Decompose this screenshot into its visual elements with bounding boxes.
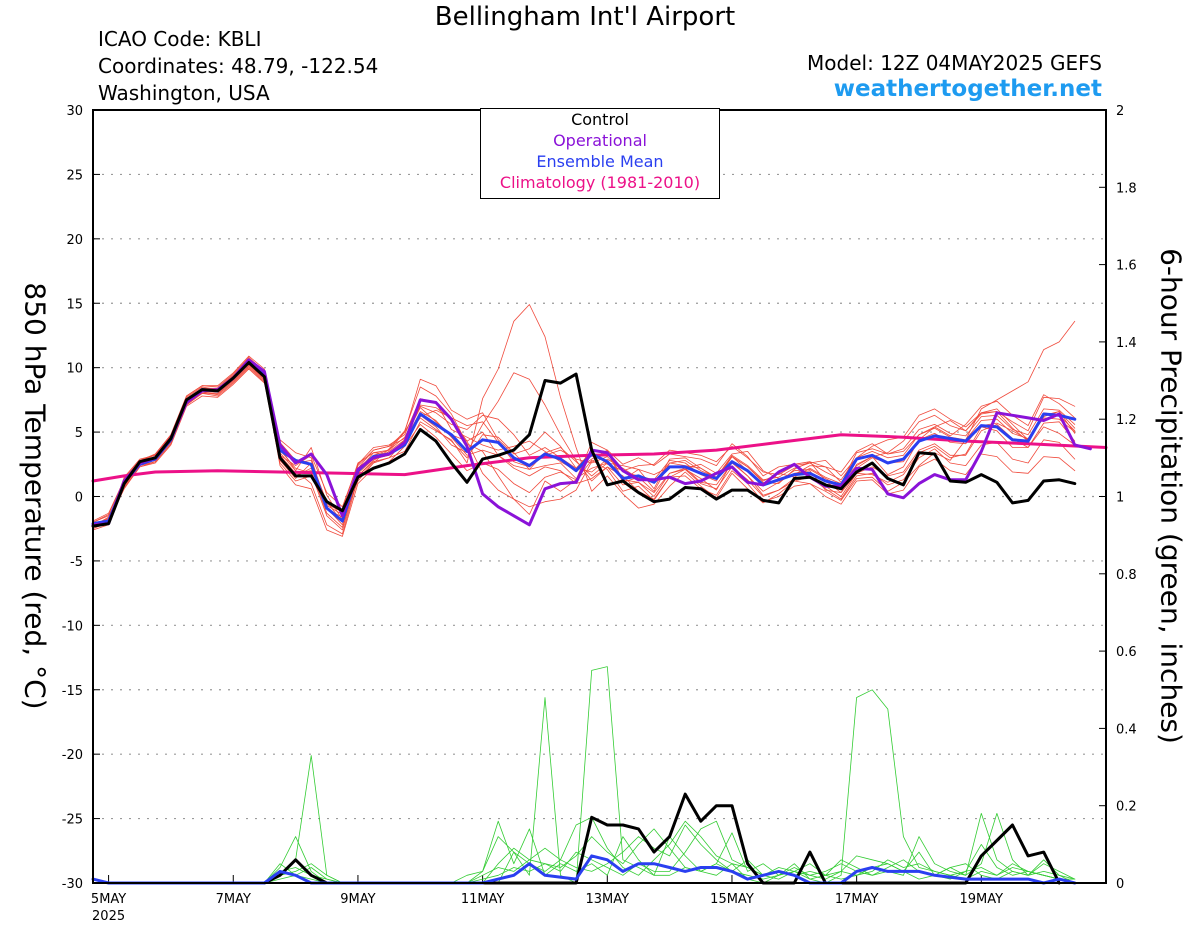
y-tick-label: 25 xyxy=(66,168,83,183)
y-tick-label: -15 xyxy=(62,684,83,699)
x-tick-sublabel: 2025 xyxy=(92,909,125,924)
chart-title: Bellingham Int'l Airport xyxy=(434,2,736,32)
member-temperature-line xyxy=(92,360,1076,523)
y2-tick-label: 1 xyxy=(1116,491,1124,506)
y2-tick-label: 1.4 xyxy=(1116,336,1137,351)
y-tick-label: 30 xyxy=(66,104,83,119)
icao-code: ICAO Code: KBLI xyxy=(98,27,262,51)
y-tick-label: 5 xyxy=(75,426,83,441)
legend-control: Control xyxy=(571,110,629,129)
temperature-climatology-line xyxy=(91,433,1108,483)
y2-tick-label: 0 xyxy=(1116,877,1124,892)
y2-tick-label: 0.4 xyxy=(1116,722,1137,737)
y2-tick-label: 1.6 xyxy=(1116,259,1137,274)
y-tick-label: -5 xyxy=(70,555,83,570)
y-tick-label: 15 xyxy=(66,297,83,312)
x-tick-label: 5MAY xyxy=(91,892,126,907)
x-tick-label: 13MAY xyxy=(585,892,629,907)
member-temperature-line xyxy=(92,365,1076,528)
y-tick-label: -25 xyxy=(62,813,83,828)
y2-tick-label: 1.8 xyxy=(1116,181,1137,196)
plot-frame xyxy=(92,109,1107,884)
y-tick-label: 10 xyxy=(66,362,83,377)
x-tick-label: 15MAY xyxy=(710,892,754,907)
y-tick-label: -10 xyxy=(62,619,83,634)
y-tick-label: 20 xyxy=(66,233,83,248)
legend-ensemble-mean: Ensemble Mean xyxy=(536,152,664,171)
temperature-control-line xyxy=(91,361,1077,528)
y2-tick-label: 0.2 xyxy=(1116,800,1137,815)
member-temperature-line xyxy=(92,362,1076,526)
legend-climatology: Climatology (1981-2010) xyxy=(499,173,701,192)
member-temperature-line xyxy=(92,367,1076,527)
y-tick-label: 0 xyxy=(75,491,83,506)
brand-link[interactable]: weathertogether.net xyxy=(833,76,1102,102)
member-temperature-line xyxy=(92,363,1076,527)
member-temperature-line xyxy=(92,364,1076,537)
location: Washington, USA xyxy=(98,81,270,105)
model-run: Model: 12Z 04MAY2025 GEFS xyxy=(807,51,1102,75)
member-temperature-line xyxy=(92,359,1076,528)
y2-tick-label: 0.6 xyxy=(1116,645,1137,660)
y-tick-label: -30 xyxy=(62,877,83,892)
member-temperature-line xyxy=(92,355,1076,535)
x-tick-label: 11MAY xyxy=(461,892,505,907)
precip-mean-line xyxy=(91,854,1077,885)
x-tick-label: 19MAY xyxy=(960,892,1004,907)
y2-tick-label: 2 xyxy=(1116,104,1124,119)
temperature-mean-line xyxy=(91,361,1077,526)
legend: Control Operational Ensemble Mean Climat… xyxy=(480,108,720,199)
legend-operational: Operational xyxy=(553,131,647,150)
x-tick-label: 17MAY xyxy=(835,892,879,907)
coordinates: Coordinates: 48.79, -122.54 xyxy=(98,54,379,78)
y2-tick-label: 1.2 xyxy=(1116,413,1137,428)
x-tick-label: 7MAY xyxy=(216,892,251,907)
y-tick-label: -20 xyxy=(62,748,83,763)
y2-tick-label: 0.8 xyxy=(1116,568,1137,583)
member-temperature-line xyxy=(92,364,1076,531)
x-tick-label: 9MAY xyxy=(340,892,375,907)
